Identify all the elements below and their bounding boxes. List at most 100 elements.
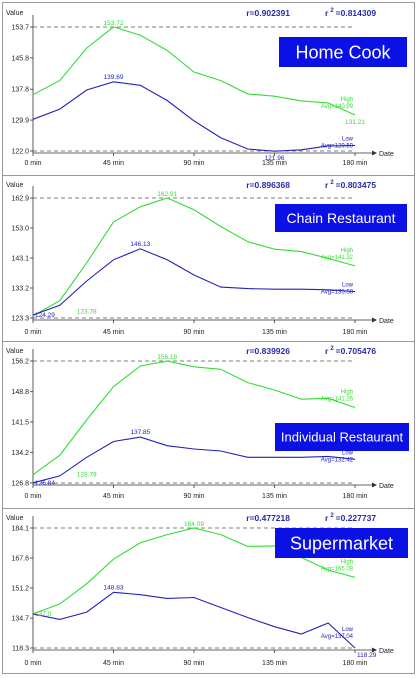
- y-tick-label: 156.2: [11, 359, 29, 366]
- x-axis-label: Date: [379, 648, 394, 655]
- chart-frame: Value Date 153.7 145.8 137.8 129.9 122.0 0 min 4…: [2, 2, 415, 674]
- high-end-label: 131.21: [345, 119, 365, 126]
- high-avg-label: Avg=141.32: [321, 255, 354, 261]
- y-axis-label: Value: [6, 515, 23, 522]
- high-series-label: High: [341, 559, 353, 565]
- series-line-low: [32, 591, 356, 649]
- y-tick-label: 123.3: [11, 316, 29, 323]
- low-min-label: 126.84: [35, 480, 55, 487]
- x-axis-arrow: [372, 150, 377, 156]
- x-axis-label: Date: [379, 318, 394, 325]
- low-avg-label: Avg=137.04: [321, 634, 354, 640]
- r-stat: r=0.839926: [246, 346, 290, 356]
- r2-stat: r 2 =0.814309: [325, 8, 376, 18]
- chart-title-box: [275, 528, 408, 558]
- x-tick-label: 0 min: [24, 160, 41, 167]
- high-peak-label: 156.18: [157, 354, 177, 361]
- series-line-high: [32, 360, 356, 476]
- chart-panel-1: Value Date 153.7 145.8 137.8 129.9 122.0 0 min 4…: [6, 8, 407, 167]
- high-avg-label: Avg=165.08: [321, 566, 354, 572]
- chart-title: Home Cook: [295, 42, 391, 62]
- x-axis-label: Date: [379, 151, 394, 158]
- r-stat: r=0.902391: [246, 8, 290, 18]
- series-line-low: [32, 248, 356, 316]
- x-tick-label: 90 min: [183, 493, 204, 500]
- y-tick-label: 184.1: [11, 526, 29, 533]
- high-series-label: High: [341, 389, 353, 395]
- x-tick-label: 180 min: [343, 660, 368, 667]
- y-tick-label: 141.5: [11, 420, 29, 427]
- low-avg-label: Avg=135.58: [321, 290, 354, 296]
- low-peak-label: 139.69: [104, 74, 124, 81]
- high-peak-label: 162.91: [157, 191, 177, 198]
- series-line-low: [32, 81, 356, 152]
- extra-value-label: 123.78: [77, 308, 97, 315]
- chart-title: Supermarket: [290, 533, 393, 553]
- r2-stat: r 2 =0.705476: [325, 346, 376, 356]
- y-tick-label: 162.9: [11, 196, 29, 203]
- x-axis-arrow: [372, 647, 377, 653]
- y-tick-label: 137.8: [11, 87, 29, 94]
- r-stat: r=0.477218: [246, 513, 290, 523]
- series-line-low: [32, 436, 356, 484]
- chart-panel-4: Value Date 184.1 167.6 151.2 134.7 118.3 0 min 4…: [3, 508, 414, 667]
- chart-title-box: [275, 423, 409, 451]
- x-tick-label: 90 min: [183, 660, 204, 667]
- y-tick-label: 151.2: [11, 586, 29, 593]
- chart-panel-2: Value Date 162.9 153.0 143.1 133.2 123.3 0 min 4…: [3, 175, 414, 336]
- x-tick-label: 45 min: [103, 660, 124, 667]
- y-tick-label: 118.3: [12, 646, 29, 653]
- y-tick-label: 153.7: [11, 25, 29, 32]
- chart-title-box: [275, 204, 407, 232]
- low-peak-label: 137.85: [130, 429, 150, 436]
- x-tick-label: 45 min: [103, 329, 124, 336]
- low-min-label: 124.29: [35, 312, 55, 319]
- y-tick-label: 134.7: [11, 616, 29, 623]
- chart-panel-3: Value Date 156.2 148.8 141.5 134.2 126.8 0 min 4…: [3, 341, 414, 500]
- x-tick-label: 45 min: [103, 493, 124, 500]
- x-tick-label: 180 min: [343, 329, 368, 336]
- x-tick-label: 90 min: [183, 329, 204, 336]
- x-tick-label: 135 min: [262, 493, 287, 500]
- chart-title-box: [279, 37, 407, 67]
- x-tick-label: 0 min: [24, 660, 41, 667]
- high-series-label: High: [341, 97, 353, 103]
- x-tick-label: 90 min: [183, 160, 204, 167]
- high-peak-label: 153.72: [104, 20, 124, 27]
- extra-value-label: 128.79: [77, 472, 97, 479]
- x-tick-label: 135 min: [262, 660, 287, 667]
- low-avg-label: Avg=132.42: [321, 457, 354, 463]
- y-tick-label: 167.6: [11, 556, 29, 563]
- y-tick-label: 129.9: [11, 118, 29, 125]
- r2-stat: r 2 =0.803475: [325, 180, 376, 190]
- y-tick-label: 122.0: [11, 149, 29, 156]
- low-avg-label: Avg=129.59: [321, 144, 354, 150]
- series-line-high: [32, 26, 356, 116]
- x-tick-label: 135 min: [262, 160, 287, 167]
- low-series-label: Low: [342, 627, 354, 633]
- low-series-label: Low: [342, 137, 354, 143]
- x-axis-arrow: [372, 482, 377, 488]
- y-tick-label: 153.0: [11, 226, 29, 233]
- y-tick-label: 133.2: [11, 286, 29, 293]
- low-series-label: Low: [342, 450, 354, 456]
- low-min-label: 121.96: [265, 155, 285, 162]
- x-tick-label: 0 min: [24, 329, 41, 336]
- x-axis-label: Date: [379, 483, 394, 490]
- y-axis-label: Value: [6, 10, 23, 17]
- y-tick-label: 145.8: [11, 55, 29, 62]
- low-peak-label: 148.83: [104, 584, 124, 591]
- chart-title: Chain Restaurant: [287, 210, 396, 226]
- r2-stat: r 2 =0.227737: [325, 513, 376, 523]
- high-peak-label: 184.09: [184, 521, 204, 528]
- y-tick-label: 148.8: [11, 389, 29, 396]
- r-stat: r=0.896368: [246, 180, 290, 190]
- high-series-label: High: [341, 248, 353, 254]
- charts-svg: Value Date 153.7 145.8 137.8 129.9 122.0 0 min 4…: [3, 8, 414, 667]
- x-tick-label: 180 min: [343, 160, 368, 167]
- x-tick-label: 135 min: [262, 329, 287, 336]
- low-peak-label: 146.13: [130, 241, 150, 248]
- y-tick-label: 143.1: [11, 256, 29, 263]
- y-axis-label: Value: [6, 182, 23, 189]
- x-tick-label: 180 min: [343, 493, 368, 500]
